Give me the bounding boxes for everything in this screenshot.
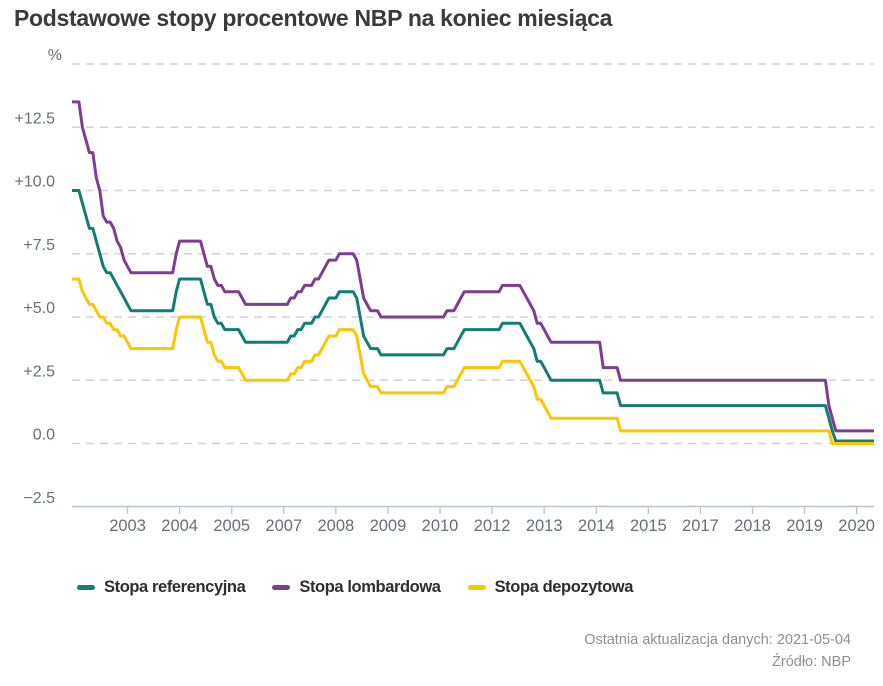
x-axis-tick-label: 2005 (213, 517, 250, 535)
last-update-text: Ostatnia aktualizacja danych: 2021-05-04 (584, 632, 851, 648)
x-axis-tick-label: 2009 (370, 517, 407, 535)
y-axis-tick-label: +7.5 (23, 237, 55, 254)
rates-line-chart: % +12.5 +10.0 +7.5 +5.0 +2.5 0.0 −2.5 2003 2004 20… (15, 47, 875, 535)
legend-label-depozytowa: Stopa depozytowa (494, 578, 634, 596)
series-line-depozytowa (72, 277, 874, 445)
legend-item-depozytowa[interactable]: Stopa depozytowa (467, 578, 634, 597)
legend: Stopa referencyjna Stopa lombardowa Stop… (77, 578, 633, 597)
page-title: Podstawowe stopy procentowe NBP na konie… (14, 5, 613, 31)
legend-item-referencyjna[interactable]: Stopa referencyjna (77, 578, 246, 597)
y-axis-tick-label: +12.5 (15, 110, 56, 127)
y-axis-tick-label: +10.0 (15, 174, 56, 191)
x-axis-tick-label: 2019 (786, 517, 823, 535)
x-axis-tick-label: 2003 (109, 517, 146, 535)
x-axis-tick-label: 2004 (161, 517, 198, 535)
y-axis-unit-label: % (48, 47, 62, 64)
legend-item-lombardowa[interactable]: Stopa lombardowa (272, 578, 441, 597)
chart-footer: Ostatnia aktualizacja danych: 2021-05-04… (584, 629, 851, 673)
x-axis-tick-label: 2018 (734, 517, 771, 535)
x-axis-tick-label: 2020 (838, 517, 875, 535)
y-axis-tick-label: −2.5 (23, 490, 55, 507)
x-axis-tick-label: 2017 (682, 517, 719, 535)
y-axis-tick-label: +5.0 (23, 300, 55, 317)
legend-marker-referencyjna-icon (77, 585, 95, 590)
x-axis-tick-label: 2013 (526, 517, 563, 535)
legend-marker-depozytowa-icon (467, 585, 486, 590)
source-text: Źródło: NBP (772, 654, 851, 670)
x-axis-tick-label: 2015 (630, 517, 667, 535)
x-axis-tick-label: 2010 (422, 517, 459, 535)
legend-marker-lombardowa-icon (272, 585, 291, 590)
legend-label-referencyjna: Stopa referencyjna (104, 578, 246, 596)
y-axis-tick-label: 0.0 (33, 427, 55, 444)
y-axis-tick-label: +2.5 (23, 363, 55, 380)
x-axis-tick-label: 2008 (318, 517, 355, 535)
series-line-lombardowa (72, 100, 874, 433)
x-axis-tick-label: 2012 (474, 517, 511, 535)
legend-label-lombardowa: Stopa lombardowa (299, 578, 441, 596)
x-axis-tick-label: 2007 (265, 517, 302, 535)
x-axis-tick-label: 2014 (578, 517, 615, 535)
series-line-referencyjna (72, 189, 874, 443)
